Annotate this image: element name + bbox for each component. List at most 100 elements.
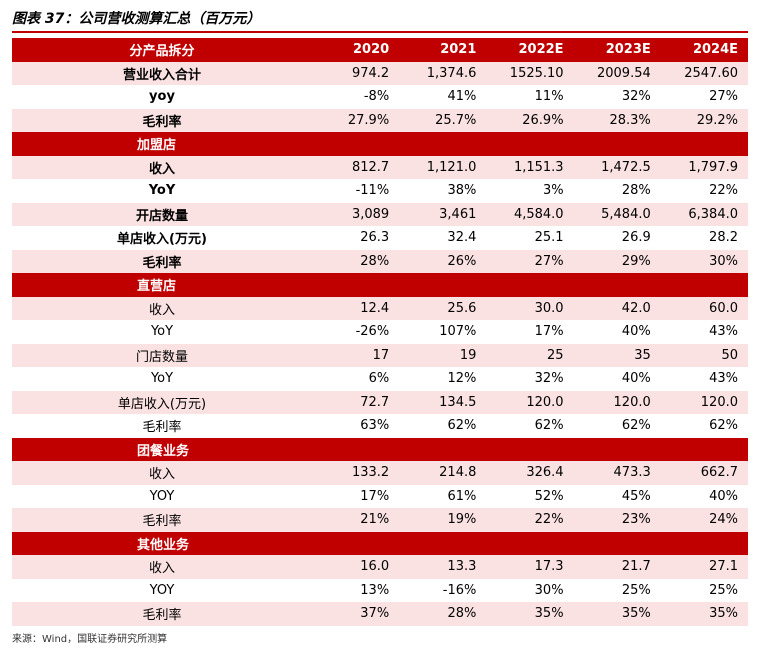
value-cell: 30.0 xyxy=(486,296,574,320)
data-row: 开店数量 3,089 3,461 4,584.0 5,484.0 6,384.0 xyxy=(12,202,748,226)
row-label: 营业收入合计 xyxy=(12,61,312,85)
row-label: 门店数量 xyxy=(12,343,312,367)
value-cell: 29.2% xyxy=(660,108,748,132)
value-cell: 42.0 xyxy=(573,296,661,320)
value-cell: 43% xyxy=(709,324,738,340)
value-cell: 28% xyxy=(312,249,400,273)
source-note: 来源：Wind，国联证券研究所测算 xyxy=(12,634,168,645)
value-cell: 35% xyxy=(486,602,574,626)
value-cell: 17.3 xyxy=(486,555,574,579)
value-cell: 21.7 xyxy=(573,555,661,579)
value-cell: 27.9% xyxy=(312,108,400,132)
value-cell: 60.0 xyxy=(660,296,748,320)
value-cell: 25 xyxy=(486,343,574,367)
data-row: 收入 812.7 1,121.0 1,151.3 1,472.5 1,797.9 xyxy=(12,155,748,179)
header-label: 分产品拆分 xyxy=(12,38,312,62)
value-cell: 107% xyxy=(439,324,477,340)
value-cell: 17% xyxy=(360,488,390,504)
value-cell: 812.7 xyxy=(312,155,400,179)
row-label: 收入 xyxy=(12,296,312,320)
value-cell: 1,472.5 xyxy=(573,155,661,179)
value-cell: 22% xyxy=(709,183,738,199)
title: 图表 37：公司营收测算汇总（百万元） xyxy=(12,11,261,27)
row-label: 毛利率 xyxy=(142,420,182,436)
value-cell: 3,461 xyxy=(399,202,487,226)
value-cell: 38% xyxy=(447,183,477,199)
value-cell: 17 xyxy=(312,343,400,367)
row-label: 收入 xyxy=(12,555,312,579)
value-cell: 5,484.0 xyxy=(573,202,661,226)
value-cell: 11% xyxy=(534,89,564,105)
value-cell: 662.7 xyxy=(660,461,748,485)
value-cell: 13% xyxy=(360,582,390,598)
data-row: YoY -26% 107% 17% 40% 43% xyxy=(12,320,748,344)
value-cell: 19% xyxy=(399,508,487,532)
value-cell: 25% xyxy=(621,582,651,598)
value-cell: 19 xyxy=(399,343,487,367)
value-cell: 25.7% xyxy=(399,108,487,132)
data-row: 毛利率 63% 62% 62% 62% 62% xyxy=(12,414,748,438)
value-cell: 27.1 xyxy=(660,555,748,579)
value-cell: 43% xyxy=(709,371,738,387)
value-cell: 120.0 xyxy=(660,390,748,414)
value-cell: 120.0 xyxy=(573,390,661,414)
row-label: 毛利率 xyxy=(12,249,312,273)
row-label: 收入 xyxy=(12,461,312,485)
value-cell: 28% xyxy=(399,602,487,626)
value-cell: -8% xyxy=(363,89,390,105)
value-cell: 27% xyxy=(486,249,574,273)
section-label: 团餐业务 xyxy=(12,437,748,461)
value-cell: 6% xyxy=(368,371,390,387)
value-cell: 61% xyxy=(447,488,477,504)
section-row: 直营店 xyxy=(12,273,748,297)
value-cell: 40% xyxy=(709,488,738,504)
value-cell: 30% xyxy=(534,582,564,598)
value-cell: -11% xyxy=(355,183,390,199)
value-cell: 473.3 xyxy=(573,461,661,485)
value-cell: 17% xyxy=(534,324,564,340)
value-cell: 37% xyxy=(312,602,400,626)
header-cell: 2024E xyxy=(660,38,748,62)
row-label: 单店收入(万元) xyxy=(12,390,312,414)
data-row: YoY -11% 38% 3% 28% 22% xyxy=(12,179,748,203)
header-cell: 2022E xyxy=(486,38,574,62)
row-label: 毛利率 xyxy=(12,108,312,132)
data-row: YoY 6% 12% 32% 40% 43% xyxy=(12,367,748,391)
value-cell: 13.3 xyxy=(399,555,487,579)
data-row: YOY 17% 61% 52% 45% 40% xyxy=(12,485,748,509)
value-cell: 40% xyxy=(621,324,651,340)
value-cell: 25.6 xyxy=(399,296,487,320)
value-cell: 24% xyxy=(660,508,748,532)
value-cell: 12.4 xyxy=(312,296,400,320)
data-row: 营业收入合计 974.2 1,374.6 1525.10 2009.54 2547.60 xyxy=(12,61,748,85)
data-row: 毛利率 27.9% 25.7% 26.9% 28.3% 29.2% xyxy=(12,108,748,132)
row-label: YoY xyxy=(148,183,176,199)
header-cell: 2020 xyxy=(312,38,400,62)
row-label: YoY xyxy=(150,371,174,387)
value-cell: 26% xyxy=(399,249,487,273)
value-cell: 25.1 xyxy=(534,230,564,246)
value-cell: 26.9 xyxy=(621,230,651,246)
section-label: 直营店 xyxy=(12,273,748,297)
value-cell: 133.2 xyxy=(312,461,400,485)
title-rule xyxy=(12,31,748,33)
data-row: 毛利率 37% 28% 35% 35% 35% xyxy=(12,602,748,626)
summary-table: 分产品拆分 2020 2021 2022E 2023E 2024E 营业收入合计 974.2 1… xyxy=(12,38,748,626)
row-label: YoY xyxy=(150,324,174,340)
value-cell: 50 xyxy=(660,343,748,367)
value-cell: 4,584.0 xyxy=(486,202,574,226)
row-label: 单店收入(万元) xyxy=(117,232,207,248)
value-cell: 21% xyxy=(312,508,400,532)
value-cell: 35% xyxy=(660,602,748,626)
value-cell: 6,384.0 xyxy=(660,202,748,226)
value-cell: 28.3% xyxy=(573,108,661,132)
value-cell: 974.2 xyxy=(312,61,400,85)
value-cell: 134.5 xyxy=(399,390,487,414)
value-cell: 1,151.3 xyxy=(486,155,574,179)
value-cell: 35% xyxy=(573,602,661,626)
data-row: 收入 12.4 25.6 30.0 42.0 60.0 xyxy=(12,296,748,320)
row-label: 毛利率 xyxy=(12,508,312,532)
value-cell: 3% xyxy=(542,183,564,199)
value-cell: 214.8 xyxy=(399,461,487,485)
value-cell: 29% xyxy=(573,249,661,273)
